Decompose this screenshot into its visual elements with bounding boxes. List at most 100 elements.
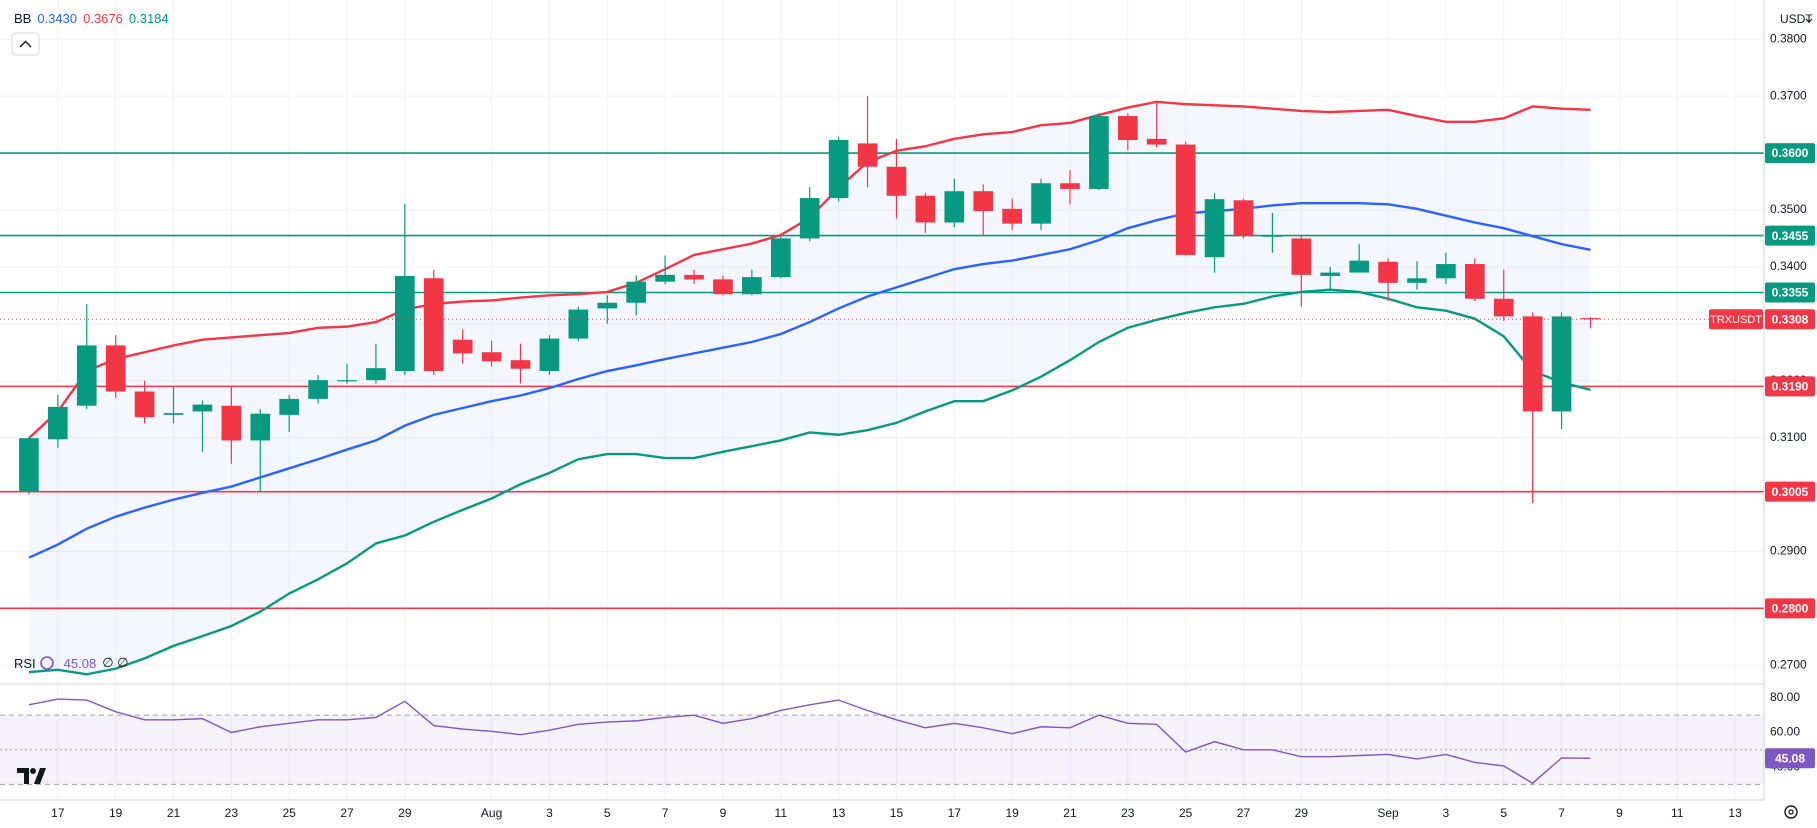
candle-body — [1551, 316, 1572, 412]
candle-body — [1204, 199, 1225, 258]
candle-body — [1580, 318, 1601, 320]
gear-hub — [1788, 809, 1794, 815]
gear[interactable] — [1784, 805, 1798, 819]
candle-body — [973, 191, 994, 212]
candle-body — [1407, 278, 1427, 283]
candle-body — [19, 438, 39, 492]
rsi-extra: ∅ ∅ — [102, 655, 129, 670]
candle-body — [886, 166, 907, 196]
x-tick-label: 17 — [51, 806, 65, 820]
candle-body — [770, 238, 791, 278]
candle-body — [510, 360, 531, 369]
y-tick-label: 0.3800 — [1770, 31, 1807, 45]
x-tick-label: Sep — [1377, 806, 1399, 820]
candle-body — [1320, 272, 1341, 276]
x-tick-label: Aug — [481, 806, 502, 820]
candle-body — [1436, 264, 1456, 279]
x-tick-label: 25 — [1179, 806, 1193, 820]
candle-body — [799, 198, 820, 239]
level-label: 0.3190 — [1772, 380, 1809, 394]
candle-body — [1522, 316, 1543, 412]
x-tick-label: 13 — [832, 806, 846, 820]
candle-body — [713, 279, 733, 295]
level-label: 0.3600 — [1772, 146, 1809, 160]
grid — [0, 0, 1764, 800]
rsi-value: 45.08 — [63, 655, 97, 671]
level-label-box — [1765, 376, 1815, 397]
candle-body — [568, 309, 589, 339]
y-tick-label: 0.2700 — [1770, 657, 1807, 671]
x-tick-label: 5 — [1500, 806, 1507, 820]
candle-body — [1060, 183, 1080, 189]
level-label-box — [1765, 481, 1815, 502]
x-tick-label: 27 — [340, 806, 354, 820]
y-tick-label: 0.3100 — [1770, 430, 1807, 444]
logo-part — [30, 768, 36, 774]
currency-button[interactable] — [1768, 6, 1814, 34]
x-tick-label: 5 — [604, 806, 611, 820]
x-tick-label: 23 — [1121, 806, 1135, 820]
bb-value: 0.3676 — [83, 11, 123, 26]
logo-part — [17, 768, 29, 784]
price-label: 0.3308 — [1772, 312, 1809, 326]
x-tick-label: 23 — [225, 806, 239, 820]
x-tick-label: 19 — [1005, 806, 1019, 820]
candle-body — [1002, 208, 1022, 224]
candle-body — [1146, 138, 1167, 145]
candle-body — [1233, 200, 1254, 237]
candle-body — [684, 274, 704, 280]
candle-body — [395, 275, 415, 372]
candle-body — [221, 405, 242, 441]
candle-body — [1291, 238, 1312, 275]
candle-body — [1117, 116, 1138, 140]
rsi-tick-label: 80.00 — [1770, 690, 1800, 704]
band-line — [28, 201, 1591, 559]
currency[interactable]: USDT — [1780, 12, 1813, 26]
rsi-icon[interactable] — [40, 656, 54, 670]
level-label: 0.3355 — [1772, 286, 1809, 300]
candle-body — [742, 277, 762, 295]
x-tick-label: 25 — [283, 806, 297, 820]
chevron-up — [19, 40, 32, 48]
candle-body — [915, 195, 936, 223]
rsi-plot — [0, 698, 1764, 785]
candle-body — [192, 404, 213, 412]
rsi-value-label: 45.08 — [1775, 751, 1805, 765]
symbol-label: TRXUSDT — [1710, 314, 1762, 326]
x-tick-label: 19 — [109, 806, 123, 820]
candle-body — [828, 139, 849, 199]
candle-body — [1031, 183, 1051, 224]
candle-body — [1175, 144, 1196, 255]
candle-body — [76, 345, 97, 406]
rsi-tick-label: 60.00 — [1770, 725, 1800, 739]
rsi-legend: RSI 45.08 ∅ ∅ — [14, 655, 128, 671]
x-tick-label: 21 — [167, 806, 181, 820]
x-tick-label: 3 — [546, 806, 553, 820]
level-label: 0.3455 — [1772, 229, 1809, 243]
bb-value: 0.3430 — [37, 11, 78, 26]
candle-body — [944, 191, 965, 223]
candle-body — [337, 380, 357, 382]
x-tick-label: 9 — [720, 806, 727, 820]
x-tick-label: 15 — [890, 806, 904, 820]
candle-body — [423, 278, 444, 372]
candle-body — [366, 368, 386, 381]
candle-body — [250, 413, 271, 441]
level-label-box — [1765, 598, 1815, 619]
x-tick-label: 3 — [1443, 806, 1450, 820]
x-tick-label: 27 — [1237, 806, 1251, 820]
candle-body — [1089, 116, 1109, 189]
x-tick-label: 7 — [662, 806, 669, 820]
candle-body — [279, 398, 300, 415]
collapse-button[interactable] — [11, 32, 40, 56]
x-tick-label: 11 — [775, 806, 788, 820]
candle-body — [857, 143, 878, 167]
y-tick-label: 0.3500 — [1770, 202, 1807, 216]
collapse-box[interactable] — [11, 32, 40, 56]
candle-body — [48, 406, 68, 440]
candle-body — [626, 281, 647, 303]
settings-button[interactable] — [1784, 805, 1798, 819]
candle-body — [1262, 235, 1283, 237]
x-tick-label: 7 — [1558, 806, 1565, 820]
